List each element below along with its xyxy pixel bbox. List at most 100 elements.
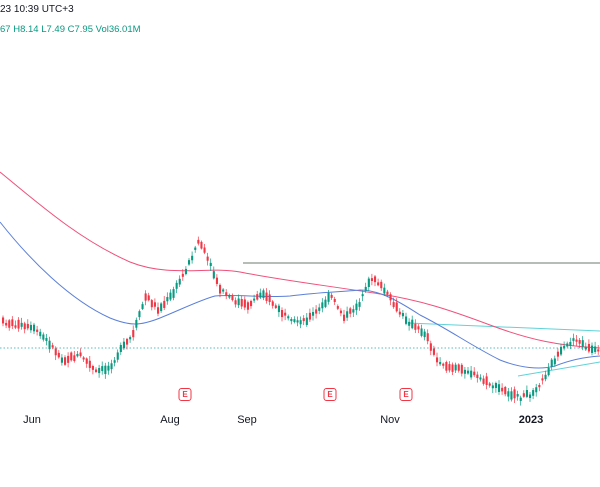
candle-body (64, 357, 67, 365)
candle-body (277, 305, 280, 313)
candle-body (308, 312, 311, 320)
candle-body (569, 341, 572, 346)
candle-body (48, 340, 51, 350)
candle-body (479, 377, 482, 380)
candle-body (417, 326, 420, 330)
candle-body (51, 345, 54, 348)
candle-body (411, 319, 414, 329)
candle-body (119, 344, 122, 353)
candle-body (423, 331, 426, 338)
candle-body (488, 383, 491, 386)
candle-body (315, 309, 318, 314)
candle-body (271, 301, 274, 306)
candle-body (20, 322, 23, 327)
candle-body (243, 299, 246, 308)
candle-body (194, 247, 197, 250)
candle-body (343, 314, 346, 321)
candles (2, 236, 600, 406)
candle-body (256, 294, 259, 300)
candle-body (144, 293, 147, 301)
earnings-marker[interactable]: E (399, 388, 413, 401)
ma-slow-line (0, 171, 600, 349)
candle-body (339, 310, 342, 314)
candle-body (485, 376, 488, 385)
candle-body (116, 352, 119, 360)
candle-body (206, 256, 209, 261)
candle-body (463, 369, 466, 374)
candle-body (504, 386, 507, 395)
candle-body (529, 394, 532, 398)
candle-body (42, 334, 45, 340)
candle-body (405, 316, 408, 324)
candle-body (594, 346, 597, 352)
candle-body (132, 330, 135, 338)
candle-body (491, 385, 494, 389)
ma-fast-line (0, 221, 600, 369)
candle-body (522, 393, 525, 397)
candle-body (141, 304, 144, 309)
candle-body (541, 378, 544, 381)
candle-body (395, 302, 398, 312)
candle-body (110, 363, 113, 370)
candle-body (274, 305, 277, 309)
candle-body (429, 343, 432, 351)
ohlc-legend: 67 H8.14 L7.49 C7.95 Vol36.01M (0, 24, 141, 35)
volume-value: Vol36.01M (95, 24, 141, 35)
candle-body (473, 371, 476, 376)
candle-body (538, 384, 541, 388)
candle-body (45, 338, 48, 341)
candle-body (364, 286, 367, 291)
candle-body (330, 294, 333, 298)
x-axis-label-2023: 2023 (518, 414, 544, 426)
candle-body (426, 333, 429, 342)
candle-body (253, 298, 256, 301)
candle-body (324, 299, 327, 307)
lower-trendline[interactable] (517, 361, 600, 377)
candle-body (312, 311, 315, 316)
candle-body (29, 324, 32, 331)
symbol-header: 23 10:39 UTC+3 (0, 4, 74, 15)
candle-body (234, 300, 237, 305)
candle-body (181, 273, 184, 277)
candle-body (383, 287, 386, 294)
candle-body (191, 255, 194, 261)
candle-body (91, 365, 94, 370)
candle-body (436, 357, 439, 363)
candle-body (318, 307, 321, 311)
candle-body (321, 302, 324, 309)
candle-body (281, 310, 284, 318)
candle-body (470, 370, 473, 378)
candle-body (101, 366, 104, 372)
candle-body (597, 349, 600, 352)
candle-body (54, 348, 57, 356)
candle-body (352, 309, 355, 313)
candle-body (225, 292, 228, 297)
candle-body (169, 292, 172, 300)
earnings-marker[interactable]: E (323, 388, 337, 401)
candle-body (355, 303, 358, 311)
candle-body (374, 276, 377, 283)
candle-body (439, 361, 442, 365)
candle-body (85, 358, 88, 364)
candle-body (39, 331, 42, 337)
candle-body (240, 299, 243, 307)
candle-body (584, 346, 587, 350)
candle-body (476, 374, 479, 378)
candle-body (457, 364, 460, 371)
candle-body (82, 357, 85, 360)
candle-body (560, 346, 563, 355)
candle-body (296, 320, 299, 323)
candle-body (519, 397, 522, 401)
x-axis-label-jun: Jun (23, 414, 41, 426)
candle-body (36, 329, 39, 332)
earnings-marker[interactable]: E (178, 388, 192, 401)
candle-body (138, 311, 141, 318)
candle-body (386, 291, 389, 295)
candle-body (451, 364, 454, 372)
candle-body (23, 323, 26, 330)
candle-body (346, 311, 349, 318)
candle-body (498, 384, 501, 392)
candle-body (113, 360, 116, 363)
upper-trendline[interactable] (407, 322, 600, 332)
